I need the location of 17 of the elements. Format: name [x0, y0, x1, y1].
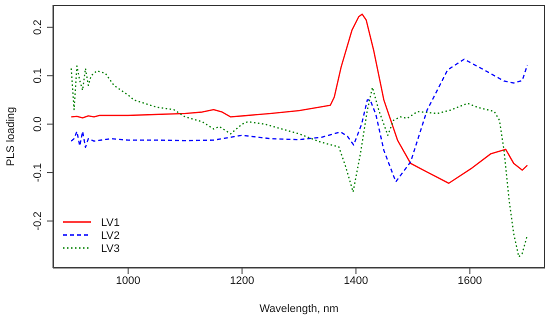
x-tick-label: 1000 [116, 274, 140, 287]
y-tick-label: 0.0 [32, 116, 44, 132]
line-series [70, 58, 528, 182]
line-series [70, 65, 528, 258]
y-tick-label: 0.2 [32, 20, 44, 35]
x-tick-label: 1200 [230, 274, 254, 287]
x-axis-title: Wavelength, nm [259, 303, 339, 315]
legend-label: LV1 [101, 217, 120, 229]
legend-label: LV2 [101, 230, 120, 242]
x-tick-label: 1400 [344, 274, 368, 287]
x-tick-label: 1600 [458, 274, 482, 287]
legend-label: LV3 [101, 243, 120, 255]
y-tick-label: 0.1 [32, 68, 44, 84]
line-series [70, 14, 528, 184]
y-tick-label: -0.1 [32, 163, 44, 182]
y-tick-label: -0.2 [32, 212, 44, 231]
y-axis-title: PLS loading [5, 106, 17, 166]
